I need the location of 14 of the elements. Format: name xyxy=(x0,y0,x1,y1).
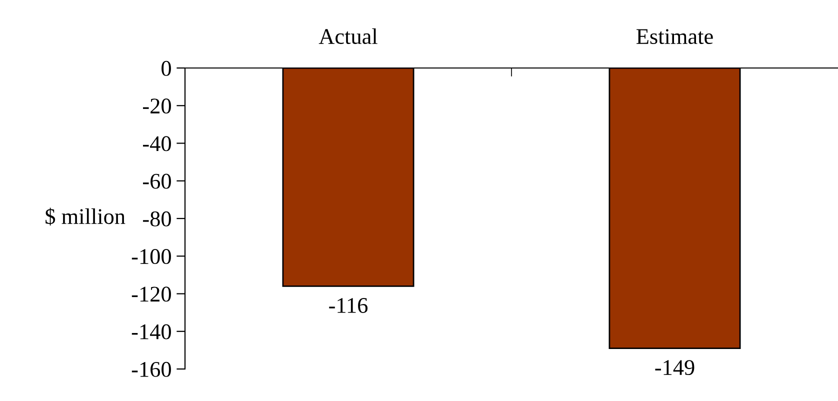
x-tick-label: Estimate xyxy=(636,29,713,44)
y-tick-label: -140 xyxy=(132,324,171,340)
y-tick-label: -160 xyxy=(132,362,171,377)
y-tick-label: -80 xyxy=(143,211,171,226)
y-tick-label: -100 xyxy=(132,249,171,264)
y-tick-label: -120 xyxy=(132,286,171,302)
y-tick-label: -20 xyxy=(143,98,171,114)
y-axis-title: $ million xyxy=(46,208,126,226)
y-tick-label: 0 xyxy=(162,60,171,76)
x-tick-label: Actual xyxy=(318,28,378,44)
y-tick-label: -60 xyxy=(143,174,171,189)
y-tick-label: -40 xyxy=(143,136,171,152)
data-label: -149 xyxy=(655,360,694,376)
data-label: -116 xyxy=(329,298,368,313)
